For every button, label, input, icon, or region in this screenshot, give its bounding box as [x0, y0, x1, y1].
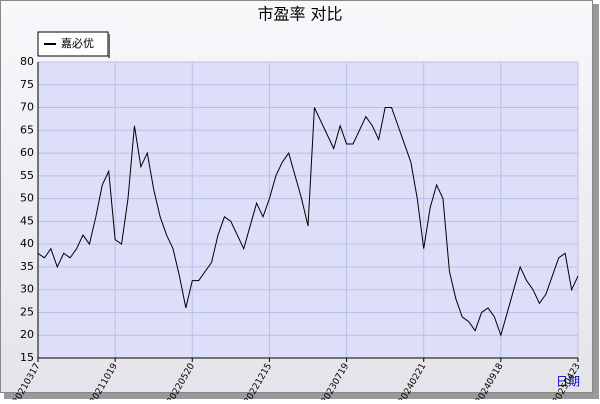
- y-tick-label: 15: [20, 351, 34, 364]
- line: [37, 107, 579, 337]
- y-tick-label: 25: [20, 305, 34, 318]
- y-tick-label: 30: [20, 283, 34, 296]
- y-tick-label: 50: [20, 192, 34, 205]
- plot-area: [38, 62, 578, 358]
- legend-shadow: [108, 34, 110, 58]
- y-tick-label: 65: [20, 123, 34, 136]
- chart-title: 市盈率 对比: [257, 5, 342, 24]
- shadow: [593, 4, 599, 397]
- y-tick-label: 60: [20, 146, 34, 159]
- y-tick-label: 35: [20, 260, 34, 273]
- y-tick-label: 20: [20, 328, 34, 341]
- y-tick-label: 55: [20, 169, 34, 182]
- y-tick-label: 40: [20, 237, 34, 250]
- y-tick-label: 80: [20, 55, 34, 68]
- legend-label: 嘉必优: [61, 36, 94, 50]
- y-tick-label: 75: [20, 78, 34, 91]
- shadow: [4, 393, 599, 399]
- y-tick-label: 45: [20, 214, 34, 227]
- x-axis-label: 日期: [556, 375, 580, 389]
- y-tick-label: 70: [20, 101, 34, 114]
